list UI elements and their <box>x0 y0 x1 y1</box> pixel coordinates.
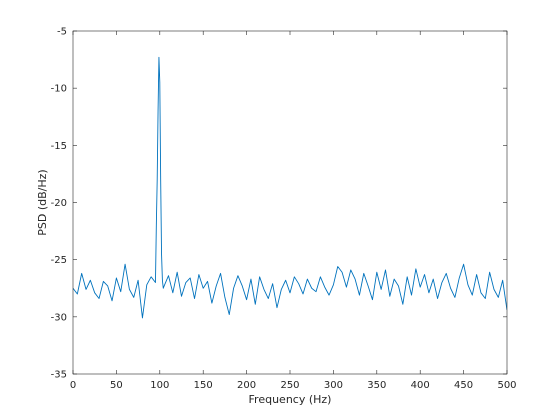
y-tick-label: -35 <box>51 370 67 381</box>
y-axis-label: PSD (dB/Hz) <box>36 169 49 235</box>
x-tick-label: 0 <box>70 380 76 391</box>
y-tick-label: -30 <box>51 312 67 323</box>
x-tick-label: 50 <box>110 380 123 391</box>
x-axis-label: Frequency (Hz) <box>249 393 332 406</box>
psd-series-line <box>73 56 507 319</box>
plot-background <box>73 31 507 374</box>
x-tick-label: 450 <box>454 380 473 391</box>
x-tick-label: 100 <box>150 380 169 391</box>
x-axis-ticks: 0 50 100 150 200 250 300 350 400 450 500 <box>70 31 517 391</box>
y-tick-label: -15 <box>51 141 67 152</box>
y-tick-label: -10 <box>51 84 67 95</box>
y-tick-label: -20 <box>51 198 67 209</box>
x-tick-label: 350 <box>367 380 386 391</box>
x-tick-label: 500 <box>497 380 516 391</box>
x-tick-label: 150 <box>194 380 213 391</box>
x-tick-label: 250 <box>280 380 299 391</box>
x-tick-label: 400 <box>411 380 430 391</box>
x-tick-label: 200 <box>237 380 256 391</box>
y-tick-label: -5 <box>57 27 67 38</box>
y-axis-ticks: -35 -30 -25 -20 -15 -10 -5 <box>51 27 507 381</box>
x-tick-label: 300 <box>324 380 343 391</box>
y-tick-label: -25 <box>51 255 67 266</box>
